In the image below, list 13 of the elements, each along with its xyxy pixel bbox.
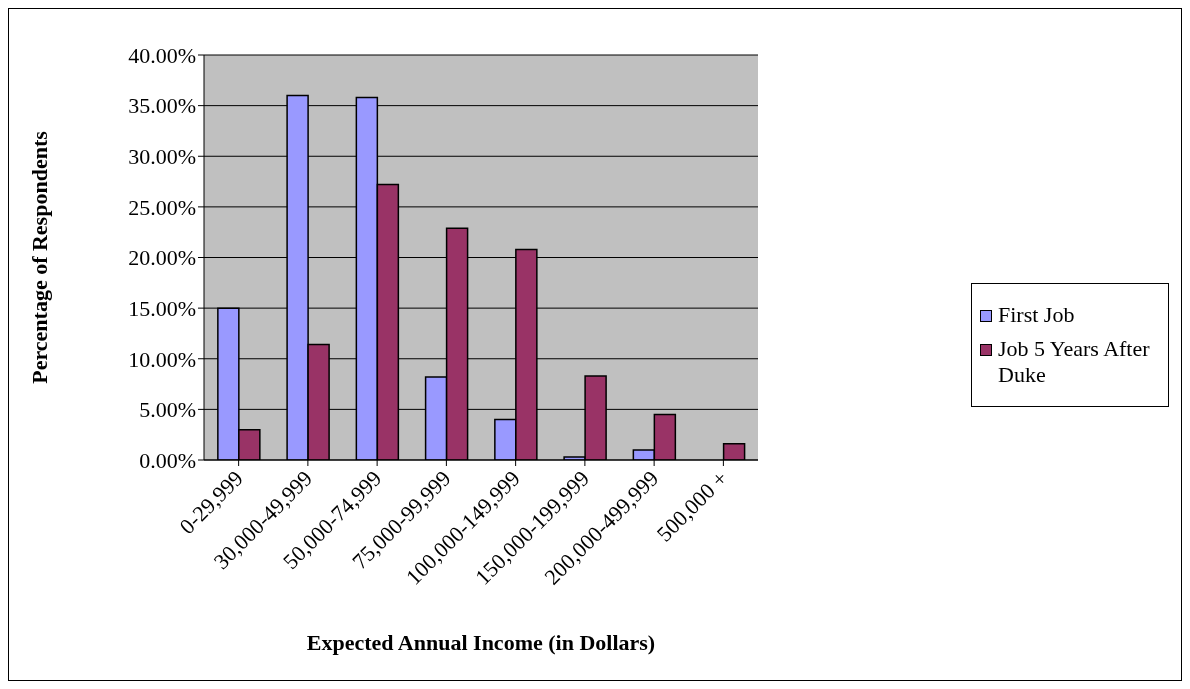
y-tick-label: 5.00%	[139, 397, 196, 423]
legend-label: First Job	[998, 301, 1075, 328]
y-tick-label: 25.00%	[128, 194, 196, 220]
legend-label: Job 5 Years After Duke	[998, 335, 1151, 388]
y-tick-label: 30.00%	[128, 144, 196, 170]
y-tick-label: 10.00%	[128, 346, 196, 372]
y-tick-label: 20.00%	[128, 245, 196, 271]
y-tick-label: 35.00%	[128, 93, 196, 119]
y-tick-label: 40.00%	[128, 42, 196, 68]
x-axis-title: Expected Annual Income (in Dollars)	[306, 630, 656, 655]
y-axis-title: Percentage of Respondents	[26, 130, 52, 384]
y-tick-label: 0.00%	[139, 447, 196, 473]
y-tick-label: 15.00%	[128, 295, 196, 321]
